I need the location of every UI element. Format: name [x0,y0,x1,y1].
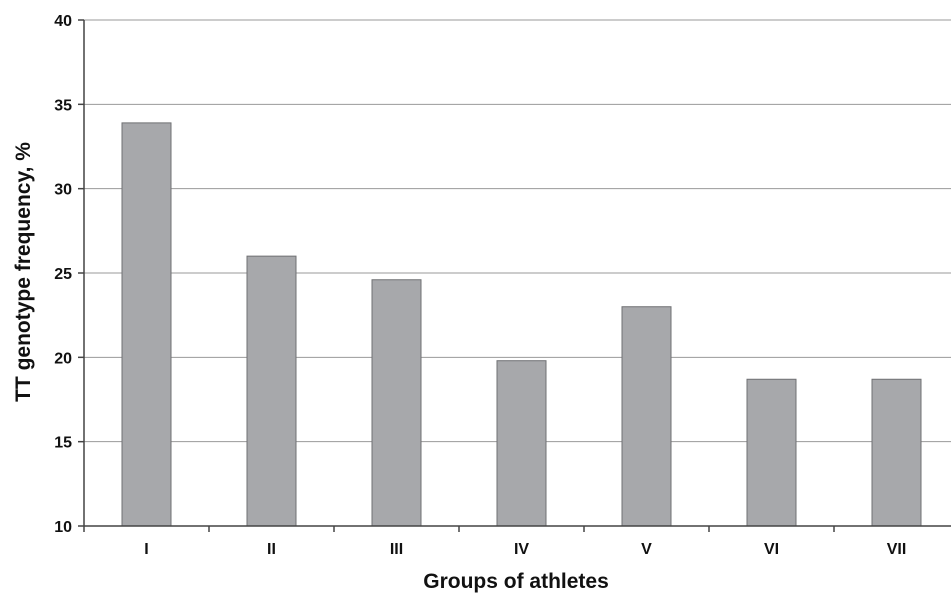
gridlines [84,19,951,443]
y-tick-label-35: 35 [54,97,72,114]
bar-V [621,306,672,527]
y-tick-label-20: 20 [54,350,72,367]
x-tick-label-IV: IV [514,541,529,558]
y-tick-label-25: 25 [54,266,72,283]
bar-III [371,279,422,527]
x-tick-label-VII: VII [887,541,907,558]
y-tick-label-30: 30 [54,182,72,199]
bar-IV [496,360,547,527]
bar-VII [871,378,922,527]
y-tick-label-10: 10 [54,519,72,536]
y-tick-label-40: 40 [54,13,72,30]
bar-II [246,255,297,527]
bars [121,122,922,527]
x-tick-label-I: I [144,541,148,558]
y-axis-ticks: 10 15 20 25 30 35 40 [54,13,84,536]
x-tick-label-II: II [267,541,276,558]
x-axis-title: Groups of athletes [423,570,609,593]
x-axis-ticks: I II III IV V VI VII [83,526,907,558]
x-tick-label-III: III [390,541,403,558]
bar-VI [746,378,797,527]
x-tick-label-VI: VI [764,541,779,558]
x-tick-label-V: V [641,541,652,558]
y-axis-title: TT genotype frequency, % [12,142,35,402]
y-tick-label-15: 15 [54,435,72,452]
bar-I [121,122,172,527]
